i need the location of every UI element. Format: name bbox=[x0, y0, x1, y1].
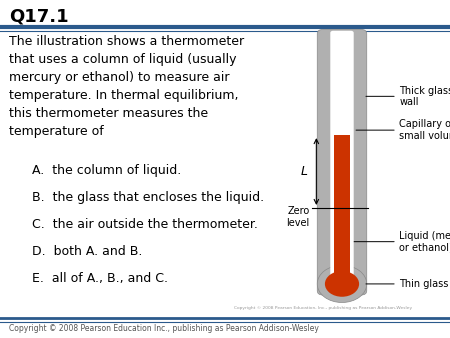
Text: Q17.1: Q17.1 bbox=[9, 8, 68, 26]
Text: $L$: $L$ bbox=[300, 165, 308, 178]
Text: C.  the air outside the thermometer.: C. the air outside the thermometer. bbox=[32, 218, 257, 231]
Circle shape bbox=[325, 271, 359, 297]
Text: A.  the column of liquid.: A. the column of liquid. bbox=[32, 164, 181, 177]
Text: D.  both A. and B.: D. both A. and B. bbox=[32, 245, 142, 258]
FancyBboxPatch shape bbox=[330, 31, 354, 290]
Bar bbox=[334, 135, 350, 273]
Text: E.  all of A., B., and C.: E. all of A., B., and C. bbox=[32, 272, 167, 285]
Text: The illustration shows a thermometer
that uses a column of liquid (usually
mercu: The illustration shows a thermometer tha… bbox=[9, 35, 244, 139]
Text: Thick glass
wall: Thick glass wall bbox=[399, 86, 450, 107]
Text: Liquid (mercury
or ethanol): Liquid (mercury or ethanol) bbox=[399, 231, 450, 252]
Text: B.  the glass that encloses the liquid.: B. the glass that encloses the liquid. bbox=[32, 191, 264, 204]
FancyBboxPatch shape bbox=[317, 29, 367, 295]
Text: Copyright © 2008 Pearson Education, Inc., publishing as Pearson Addison-Wesley: Copyright © 2008 Pearson Education, Inc.… bbox=[234, 306, 412, 310]
Circle shape bbox=[317, 265, 367, 303]
Text: Copyright © 2008 Pearson Education Inc., publishing as Pearson Addison-Wesley: Copyright © 2008 Pearson Education Inc.,… bbox=[9, 324, 319, 333]
Text: Capillary of
small volume: Capillary of small volume bbox=[399, 119, 450, 141]
Text: Zero
level: Zero level bbox=[286, 206, 310, 228]
Text: Thin glass wall: Thin glass wall bbox=[399, 279, 450, 289]
